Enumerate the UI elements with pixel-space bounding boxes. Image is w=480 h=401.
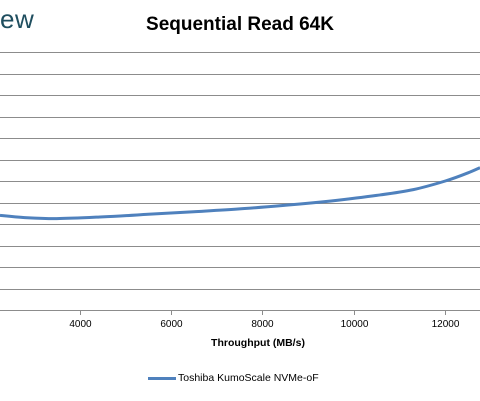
legend-label: Toshiba KumoScale NVMe-oF bbox=[178, 372, 319, 384]
legend-swatch bbox=[148, 376, 176, 380]
legend: Toshiba KumoScale NVMe-oF bbox=[148, 372, 319, 384]
x-tick-label: 6000 bbox=[160, 319, 183, 330]
chart-title: Sequential Read 64K bbox=[146, 14, 334, 35]
x-tick-label: 4000 bbox=[69, 319, 92, 330]
x-axis-title: Throughput (MB/s) bbox=[211, 337, 305, 349]
x-tick-label: 10000 bbox=[341, 319, 369, 330]
x-tick-label: 8000 bbox=[251, 319, 274, 330]
gridlines bbox=[0, 52, 480, 311]
x-axis-ticks: 4000 6000 8000 10000 12000 bbox=[69, 310, 460, 330]
series-line bbox=[0, 166, 480, 221]
logo-fragment: ew bbox=[0, 4, 35, 34]
x-tick-label: 12000 bbox=[432, 319, 460, 330]
series-layer bbox=[0, 166, 480, 221]
